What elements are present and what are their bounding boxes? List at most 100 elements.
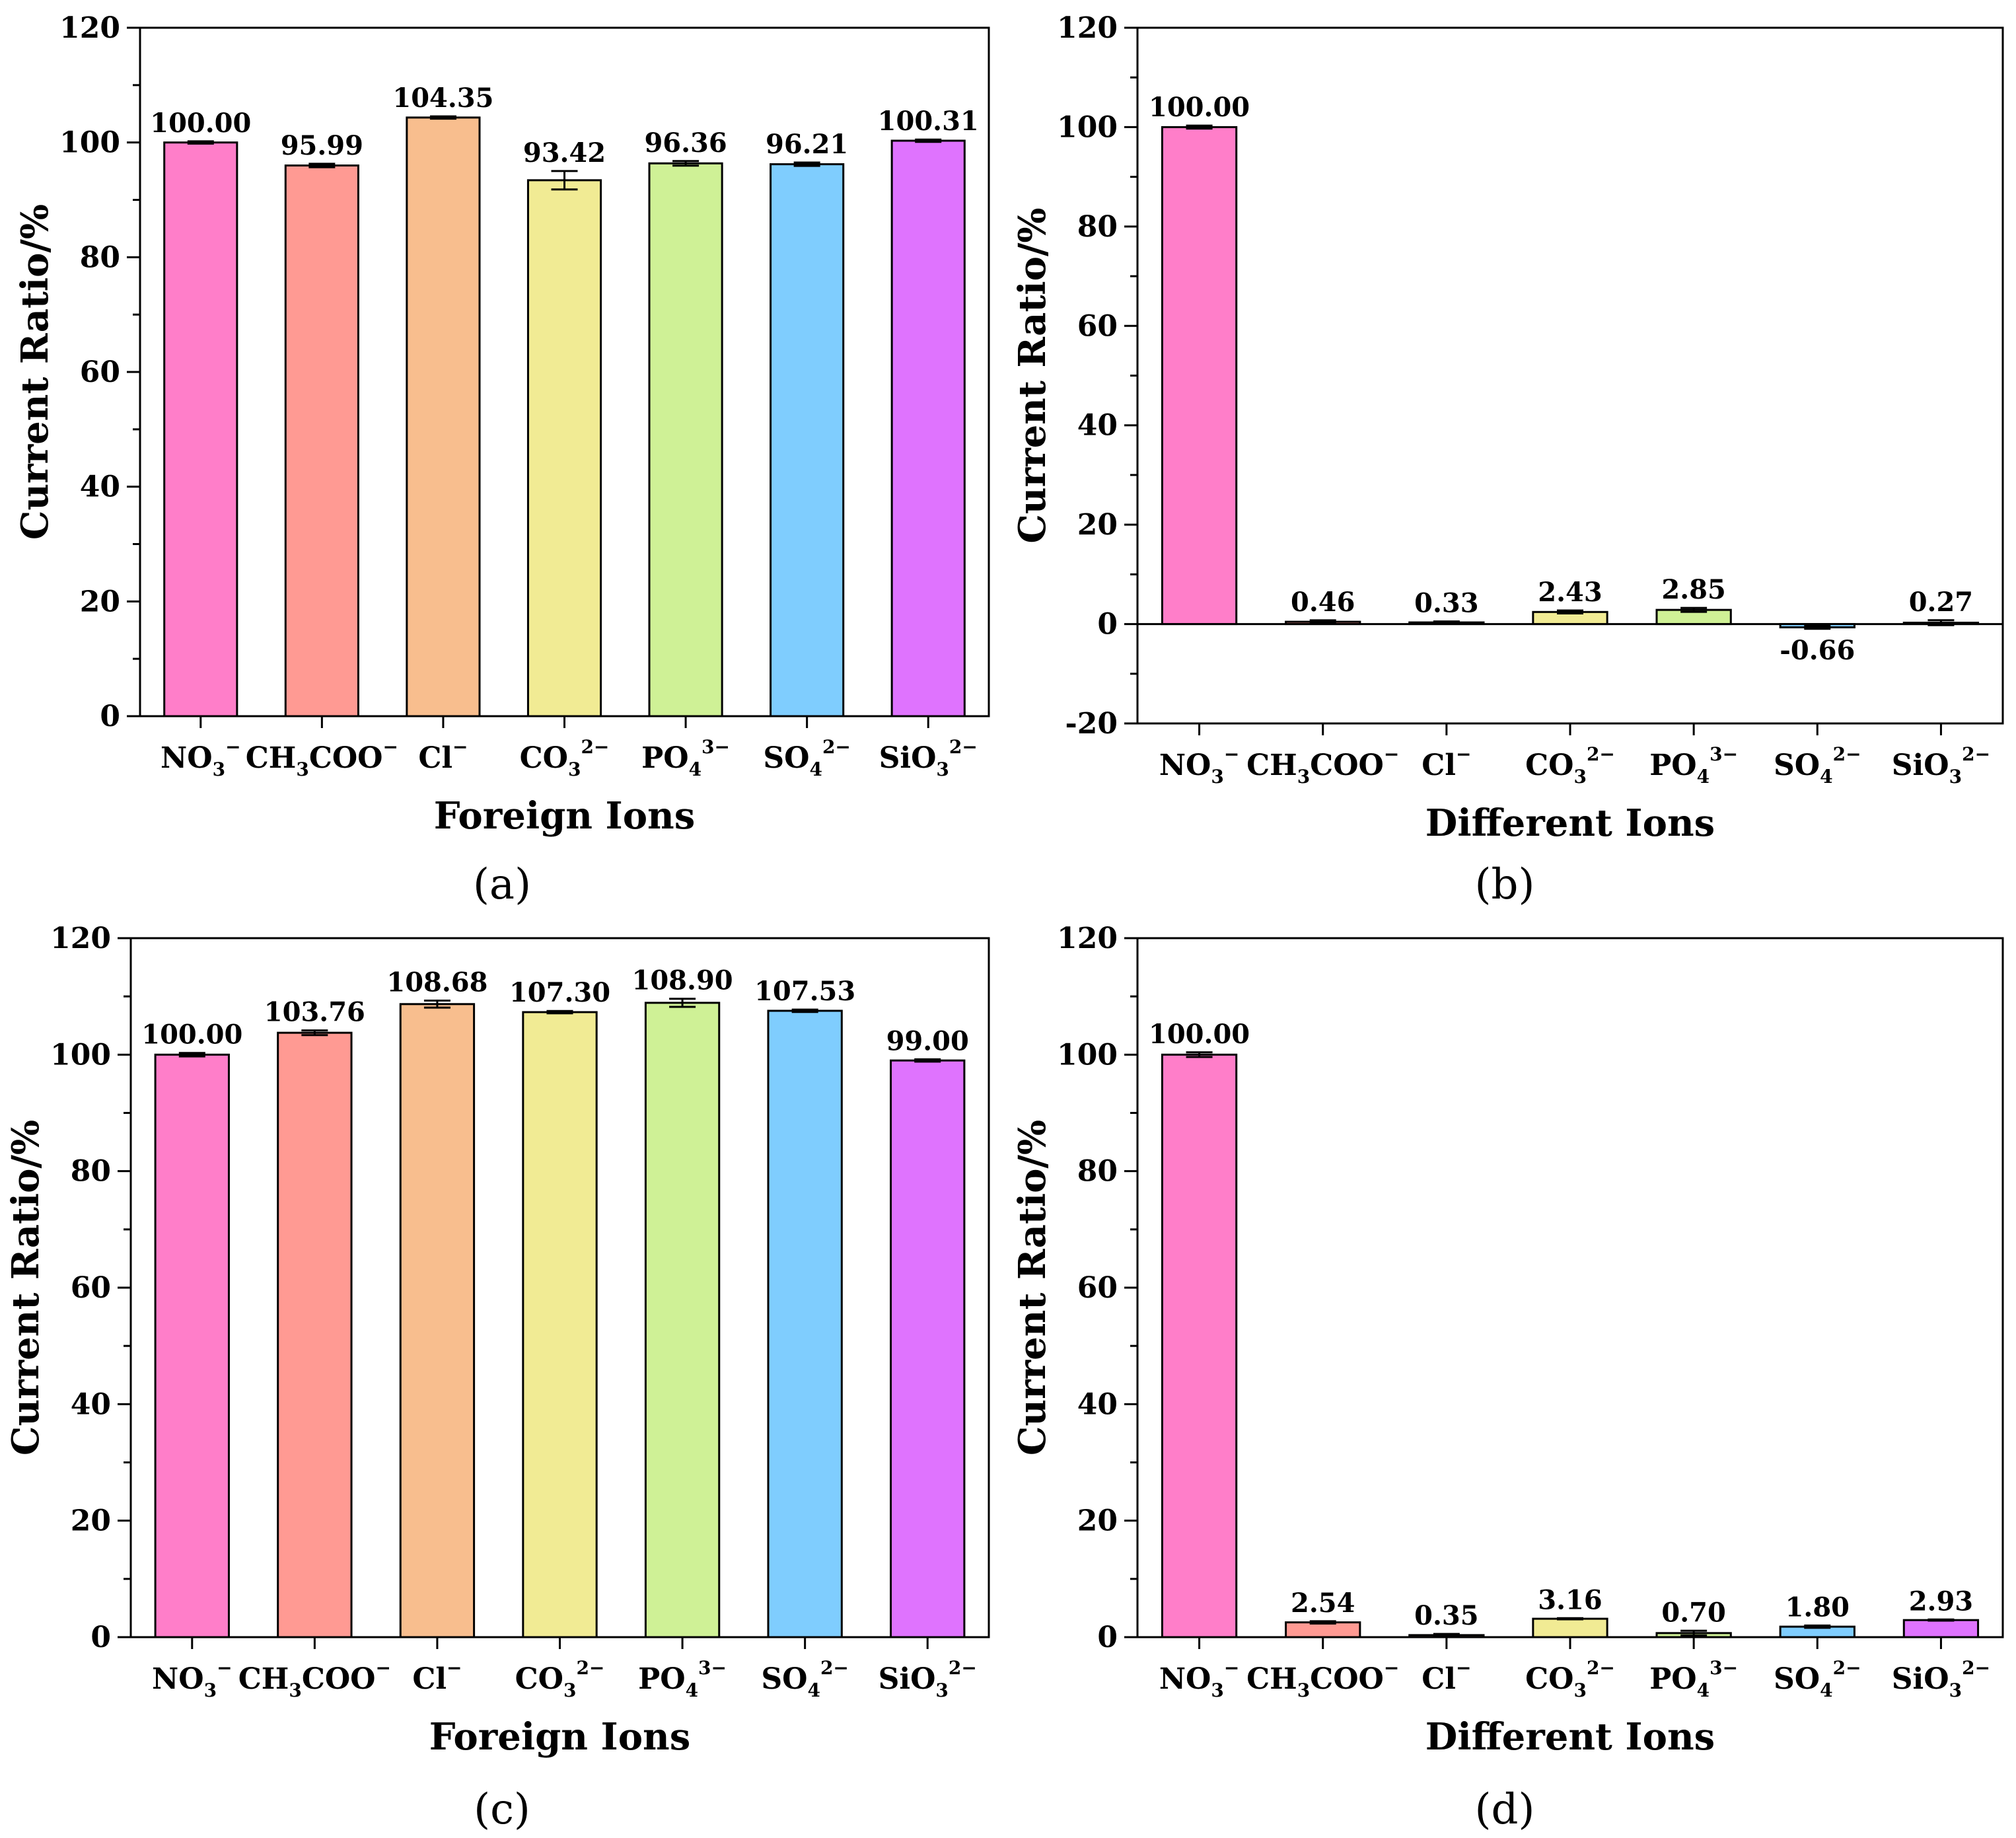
- y-tick-label: 20: [1077, 508, 1118, 542]
- y-tick-label: 40: [1077, 409, 1118, 443]
- panel-label: (d): [1475, 1785, 1535, 1834]
- bar-value-label: 108.90: [632, 965, 733, 996]
- y-axis-title: Current Ratio/%: [4, 1120, 48, 1455]
- x-axis-title: Different Ions: [1425, 801, 1715, 845]
- y-tick-label: 20: [80, 585, 120, 618]
- x-tick-label: SO42−: [763, 736, 851, 780]
- x-tick-label: SO42−: [1774, 1657, 1861, 1701]
- bar-value-label: 108.68: [386, 967, 487, 998]
- bar-value-label: 100.31: [878, 106, 979, 137]
- y-tick-label: 60: [71, 1271, 111, 1305]
- panel-c: 0 20 40 60 80 100 120 Current Ratio/% 100.00 NO3−…: [4, 922, 990, 1834]
- x-tick-label: CO32−: [515, 1657, 605, 1701]
- x-tick-label: SiO32−: [879, 736, 978, 780]
- y-tick-label: 100: [1057, 1038, 1118, 1072]
- bar: [890, 1059, 966, 1638]
- y-tick-label: 100: [1057, 110, 1118, 144]
- bar-value-label: 2.54: [1291, 1588, 1355, 1619]
- x-axis-title: Different Ions: [1425, 1715, 1715, 1759]
- x-tick-label: SiO32−: [1892, 743, 1990, 788]
- bar-value-label: 99.00: [886, 1025, 969, 1056]
- y-tick-label: 60: [80, 355, 120, 389]
- bar-value-label: 0.35: [1414, 1600, 1478, 1631]
- bar-value-label: 100.00: [1149, 1019, 1250, 1050]
- panel-label: (c): [474, 1785, 530, 1834]
- bar-value-label: 107.53: [754, 976, 855, 1007]
- y-axis-title: Current Ratio/%: [1011, 207, 1054, 543]
- x-tick-label: NO3−: [1159, 1657, 1240, 1701]
- bar-value-label: 103.76: [264, 997, 365, 1028]
- y-tick-label: 0: [1097, 608, 1118, 642]
- y-tick-label: 120: [50, 922, 111, 955]
- x-tick-label: Cl−: [412, 1657, 462, 1696]
- y-tick-label: 40: [71, 1387, 111, 1421]
- panel-label: (a): [473, 860, 531, 909]
- y-tick-label: 0: [1097, 1621, 1118, 1654]
- x-tick-label: NO3−: [1159, 743, 1240, 788]
- bar-value-label: 93.42: [523, 137, 606, 168]
- x-tick-label: PO43−: [638, 1657, 727, 1701]
- x-tick-label: SiO32−: [879, 1657, 977, 1701]
- x-tick-label: SO42−: [761, 1657, 849, 1701]
- plot-frame: [1136, 937, 2004, 1638]
- y-tick-label: 20: [1077, 1504, 1118, 1538]
- x-tick-label: Cl−: [418, 736, 468, 775]
- bar-value-label: 107.30: [509, 977, 610, 1008]
- y-axis-title: Current Ratio/%: [1011, 1120, 1054, 1455]
- x-axis-title: Foreign Ions: [434, 794, 696, 838]
- bar: [767, 1010, 843, 1638]
- x-tick-label: PO43−: [641, 736, 730, 780]
- y-tick-label: 120: [1057, 922, 1118, 955]
- y-tick-label: 40: [80, 470, 120, 504]
- bar: [1532, 1617, 1608, 1638]
- y-tick-label: 80: [1077, 1155, 1118, 1189]
- y-tick-label: 60: [1077, 1271, 1118, 1305]
- bar-value-label: 100.00: [1149, 92, 1250, 123]
- panel-a: 0 20 40 60 80 100 120 Current Ratio/% 100.00 NO3−…: [13, 11, 990, 909]
- bar: [526, 179, 602, 717]
- x-tick-label: CH3COO−: [238, 1657, 391, 1701]
- bar-value-label: 0.70: [1661, 1597, 1725, 1628]
- bar: [277, 1031, 353, 1638]
- y-tick-label: 120: [1057, 11, 1118, 45]
- x-tick-label: PO43−: [1649, 1657, 1738, 1701]
- panel-label: (b): [1475, 860, 1535, 909]
- bar-value-label: 100.00: [141, 1019, 242, 1050]
- y-tick-label: -20: [1065, 707, 1118, 741]
- bar-value-label: 95.99: [281, 130, 363, 161]
- bar: [406, 116, 481, 717]
- x-tick-label: CH3COO−: [246, 736, 398, 780]
- bar: [1285, 1621, 1361, 1638]
- bar: [1161, 126, 1238, 626]
- x-tick-label: Cl−: [1422, 1657, 1471, 1696]
- bar: [770, 163, 845, 717]
- y-tick-label: 80: [80, 240, 120, 274]
- y-tick-label: 0: [100, 700, 120, 733]
- bar-value-label: 0.33: [1414, 588, 1478, 619]
- panel-d: 0 20 40 60 80 100 120 Current Ratio/% 100.00 NO3−…: [1011, 922, 2004, 1834]
- x-tick-label: CO32−: [1525, 743, 1615, 788]
- bar-value-label: 0.46: [1291, 587, 1355, 618]
- bar-value-label: 3.16: [1538, 1584, 1602, 1615]
- x-tick-label: NO3−: [161, 736, 241, 780]
- bar-value-label: 100.00: [150, 108, 251, 139]
- x-tick-label: SO42−: [1774, 743, 1861, 788]
- y-tick-label: 100: [50, 1038, 111, 1072]
- bar-value-label: 0.27: [1909, 587, 1973, 618]
- x-tick-label: CO32−: [1525, 1657, 1615, 1701]
- x-tick-label: NO3−: [152, 1657, 233, 1701]
- y-tick-label: 80: [71, 1155, 111, 1189]
- bar-value-label: -0.66: [1780, 635, 1855, 666]
- y-tick-label: 60: [1077, 309, 1118, 343]
- bar: [1902, 1619, 1980, 1638]
- bar-value-label: 96.21: [766, 129, 848, 160]
- panel-b: -20 0 20 40 60 80 100 120 Current Ratio/% 100.00 N…: [1011, 11, 2004, 909]
- bar: [648, 162, 723, 717]
- bar-value-label: 2.43: [1538, 577, 1602, 608]
- x-tick-label: CH3COO−: [1246, 1657, 1399, 1701]
- bar: [644, 1002, 721, 1638]
- bar: [890, 139, 966, 717]
- bar: [154, 1053, 230, 1638]
- x-tick-label: CO32−: [520, 736, 610, 780]
